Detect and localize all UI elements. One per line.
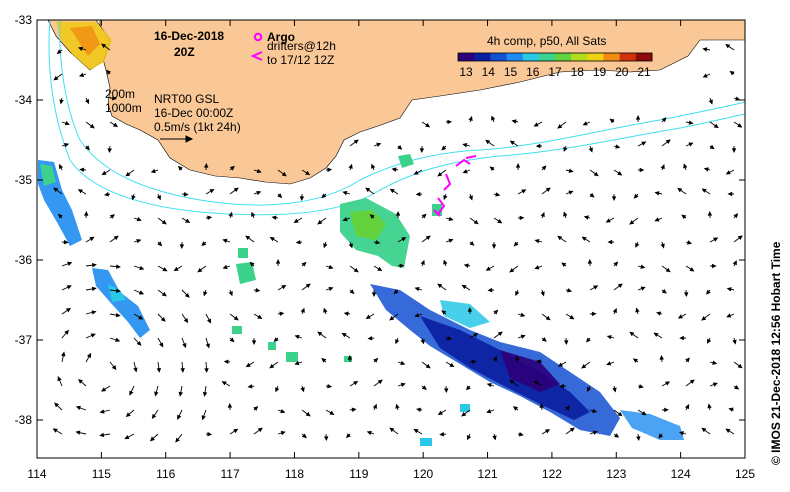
colorbar-tick-label: 14	[482, 65, 496, 79]
x-tick-label: 119	[349, 467, 368, 481]
x-tick-label: 121	[478, 467, 498, 481]
scale-arrow-icon	[160, 135, 194, 143]
drifter-tracks	[433, 155, 477, 217]
contour-label-1000m: 1000m	[105, 101, 142, 115]
y-axis: -33 -34 -35 -36 -37 -38	[15, 13, 745, 427]
plot-frame	[36, 19, 746, 459]
argo-legend: Argo drifters@12h to 17/12 12Z	[250, 30, 336, 67]
x-tick-label: 115	[92, 467, 111, 481]
x-tick-label: 125	[735, 467, 755, 481]
y-tick-label: -38	[15, 413, 33, 427]
header-hour: 20Z	[174, 45, 195, 59]
colorbar-swatch	[587, 53, 604, 61]
x-tick-label: 123	[606, 467, 626, 481]
x-axis: 114 115 116 117 118 119 120 121 122 123 124 125	[27, 20, 755, 481]
colorbar-tick-label: 13	[459, 65, 473, 79]
colorbar-swatch	[635, 53, 653, 61]
credit-text: © IMOS 21-Dec-2018 12:56 Hobart Time	[769, 241, 783, 465]
drifters-label-2: to 17/12 12Z	[267, 53, 334, 67]
colorbar-swatch	[458, 53, 475, 61]
product-line-1: NRT00 GSL	[154, 92, 219, 106]
colorbar-swatch	[619, 53, 637, 61]
x-tick-label: 124	[671, 467, 691, 481]
x-tick-label: 122	[542, 467, 562, 481]
contour-1000m	[48, 19, 746, 216]
y-tick-label: -35	[15, 173, 33, 187]
x-tick-label: 116	[156, 467, 175, 481]
colorbar-swatch	[522, 53, 540, 61]
colorbar-border	[457, 52, 653, 62]
contour-200m	[59, 19, 746, 206]
y-tick-label: -33	[15, 13, 33, 27]
colorbar-swatch	[571, 53, 588, 61]
colorbar-swatch	[555, 53, 572, 61]
argo-symbol-icon	[253, 32, 263, 42]
colorbar-swatch	[490, 53, 507, 61]
colorbar-tick-label: 21	[637, 65, 651, 79]
colorbar-tick-label: 16	[526, 65, 540, 79]
y-tick-label: -37	[15, 333, 33, 347]
current-vectors	[52, 43, 743, 443]
drifter-symbol-icon	[250, 51, 263, 61]
colorbar-swatch	[506, 53, 524, 61]
scale-label: 0.5m/s (1kt 24h)	[154, 120, 241, 134]
argo-label: Argo	[267, 30, 295, 44]
colorbar: 4h comp, p50, All Sats 13 14 15 16 17 18 19 20 2…	[457, 34, 653, 79]
header-date: 16-Dec-2018	[154, 29, 224, 43]
y-tick-label: -34	[15, 93, 33, 107]
product-line-2: 16-Dec 00:00Z	[154, 106, 233, 120]
colorbar-swatch	[603, 53, 621, 61]
contour-label-200m: 200m	[105, 87, 135, 101]
colorbar-title: 4h comp, p50, All Sats	[487, 34, 606, 48]
colorbar-swatch	[538, 53, 556, 61]
colorbar-swatch	[474, 53, 491, 61]
x-tick-label: 114	[27, 467, 46, 481]
colorbar-tick-label: 17	[548, 65, 562, 79]
x-tick-label: 118	[285, 467, 304, 481]
colorbar-tick-label: 18	[571, 65, 585, 79]
colorbar-tick-label: 15	[504, 65, 518, 79]
x-tick-label: 120	[413, 467, 433, 481]
colorbar-tick-label: 19	[593, 65, 607, 79]
sst-near-coast	[56, 22, 112, 70]
x-tick-label: 117	[221, 467, 240, 481]
colorbar-tick-label: 20	[615, 65, 629, 79]
drifters-label-1: drifters@12h	[267, 39, 336, 53]
y-tick-label: -36	[15, 253, 33, 267]
depth-contours	[48, 19, 746, 216]
